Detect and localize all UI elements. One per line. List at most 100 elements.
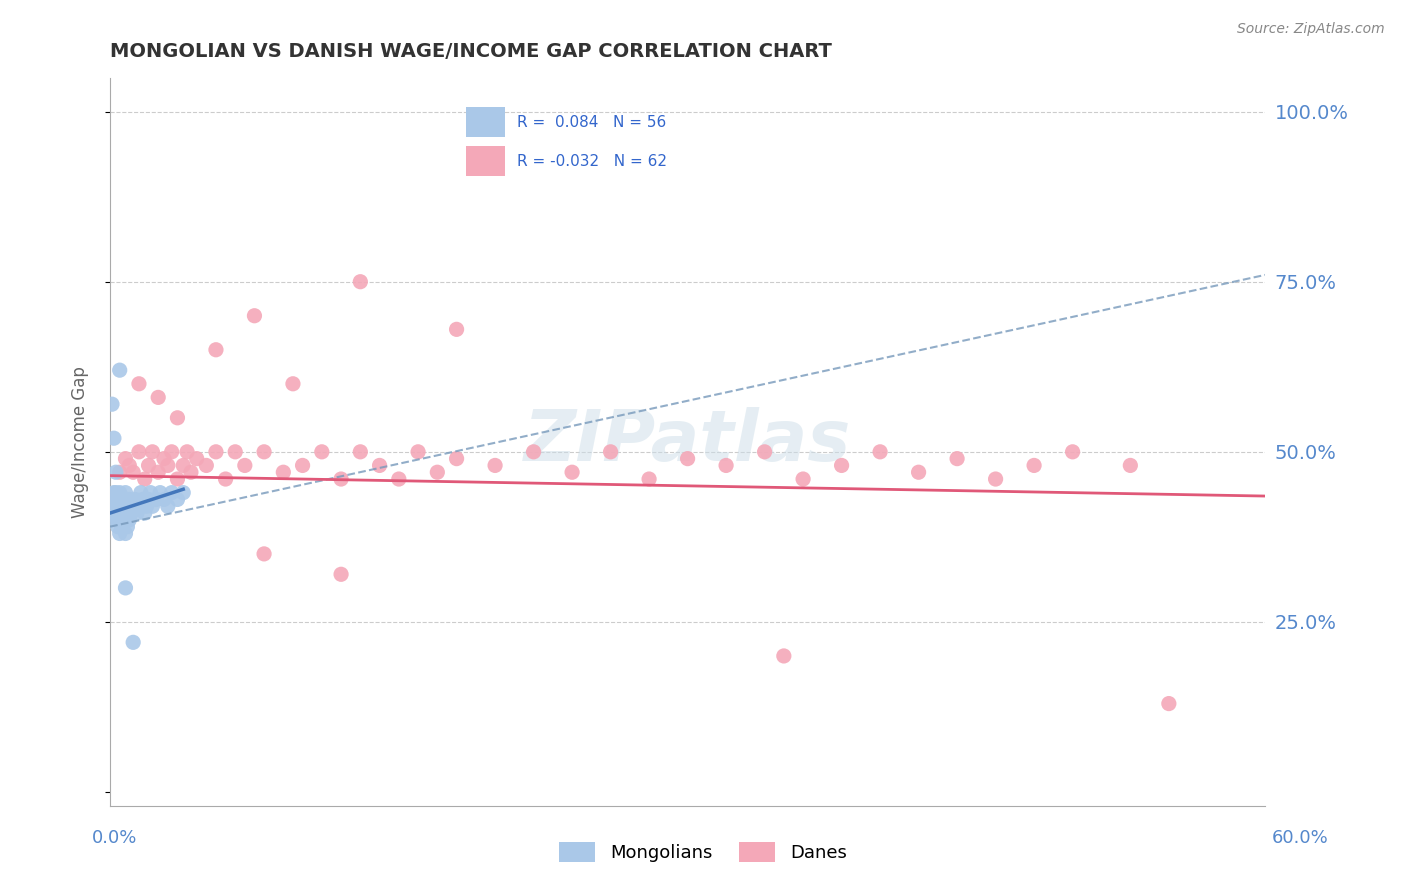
Point [135, 500, 157, 514]
Point [446, 451, 468, 466]
Point [104, 513, 127, 527]
Point [104, 500, 127, 514]
Point [108, 465, 131, 479]
Point [172, 458, 194, 473]
Point [124, 492, 146, 507]
Point [153, 451, 176, 466]
Point [107, 513, 129, 527]
Point [103, 500, 125, 514]
Point [128, 500, 150, 514]
Point [153, 492, 176, 507]
Point [253, 445, 276, 459]
Point [108, 513, 131, 527]
Point [714, 458, 737, 473]
Point [101, 500, 124, 514]
Point [111, 519, 134, 533]
Point [205, 445, 228, 459]
Point [107, 492, 129, 507]
Text: MONGOLIAN VS DANISH WAGE/INCOME GAP CORRELATION CHART: MONGOLIAN VS DANISH WAGE/INCOME GAP CORR… [110, 42, 832, 61]
Point [149, 485, 172, 500]
Point [243, 309, 266, 323]
Point [166, 492, 188, 507]
Point [111, 506, 134, 520]
Point [311, 445, 333, 459]
Point [114, 581, 136, 595]
Point [103, 506, 125, 520]
Point [108, 363, 131, 377]
Point [406, 445, 429, 459]
Point [122, 465, 145, 479]
Point [128, 445, 150, 459]
Point [132, 492, 155, 507]
Point [148, 465, 170, 479]
Point [148, 391, 170, 405]
Point [831, 458, 853, 473]
Point [176, 445, 198, 459]
Point [224, 445, 246, 459]
Point [108, 526, 131, 541]
Point [101, 397, 124, 411]
Point [792, 472, 814, 486]
Point [388, 472, 411, 486]
Point [141, 445, 163, 459]
Point [214, 472, 236, 486]
Point [291, 458, 314, 473]
Point [349, 445, 371, 459]
Point [118, 492, 141, 507]
Point [426, 465, 449, 479]
Point [104, 492, 127, 507]
Point [772, 648, 794, 663]
Point [166, 472, 188, 486]
Point [172, 485, 194, 500]
Point [117, 519, 139, 533]
Point [233, 458, 256, 473]
Text: 60.0%: 60.0% [1272, 829, 1329, 847]
Text: Source: ZipAtlas.com: Source: ZipAtlas.com [1237, 22, 1385, 37]
Point [114, 485, 136, 500]
Point [114, 451, 136, 466]
Y-axis label: Wage/Income Gap: Wage/Income Gap [72, 366, 89, 517]
Point [117, 500, 139, 514]
Point [108, 485, 131, 500]
Point [186, 451, 208, 466]
Point [104, 506, 127, 520]
Point [561, 465, 583, 479]
Point [156, 500, 179, 514]
Point [195, 458, 218, 473]
Point [112, 513, 135, 527]
Point [869, 445, 891, 459]
Point [118, 458, 141, 473]
Point [330, 567, 353, 582]
Point [122, 500, 145, 514]
Point [676, 451, 699, 466]
Point [104, 485, 127, 500]
Point [118, 513, 141, 527]
Point [112, 500, 135, 514]
Point [156, 458, 179, 473]
Point [160, 445, 183, 459]
Point [1119, 458, 1142, 473]
Point [125, 506, 148, 520]
Point [1157, 697, 1180, 711]
Point [122, 635, 145, 649]
Point [349, 275, 371, 289]
Point [111, 492, 134, 507]
Point [120, 506, 142, 520]
Point [104, 465, 127, 479]
Text: ZIPatlas: ZIPatlas [524, 407, 851, 476]
Point [103, 492, 125, 507]
Point [330, 472, 353, 486]
Point [205, 343, 228, 357]
Point [754, 445, 776, 459]
Point [103, 431, 125, 445]
Point [107, 519, 129, 533]
Point [946, 451, 969, 466]
Point [599, 445, 621, 459]
Point [103, 485, 125, 500]
Point [984, 472, 1007, 486]
Point [108, 500, 131, 514]
Point [1062, 445, 1084, 459]
Point [141, 500, 163, 514]
Point [907, 465, 929, 479]
Point [134, 472, 156, 486]
